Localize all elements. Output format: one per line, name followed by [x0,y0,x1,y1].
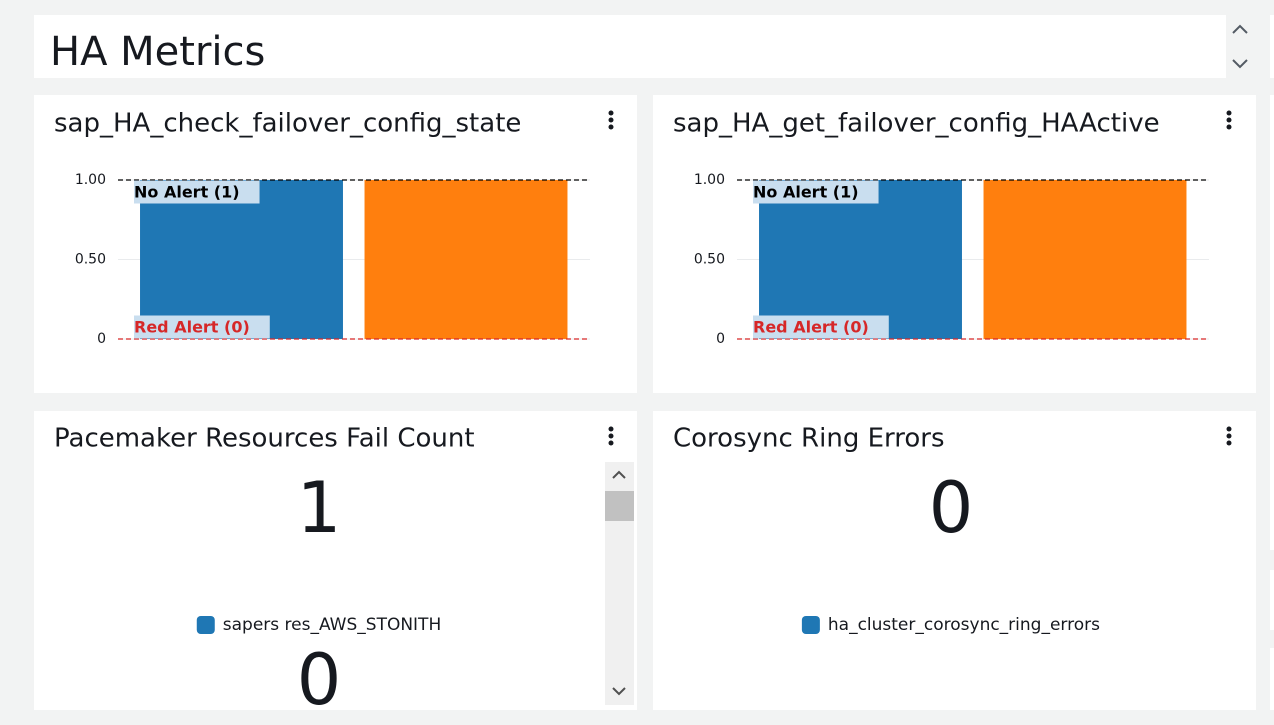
bar [759,180,962,339]
y-tick-label: 1.00 [694,172,725,188]
scroll-thumb[interactable] [605,491,634,521]
threshold-label: No Alert (1) [753,183,859,202]
metric-value: 0 [929,467,974,549]
panel-title: Corosync Ring Errors [673,424,945,454]
menu-button[interactable] [1226,110,1232,130]
menu-button[interactable] [1226,426,1232,446]
panel [34,411,637,710]
panel-title: sap_HA_get_failover_config_HAActive [673,109,1160,139]
y-tick-label: 0 [716,331,725,347]
threshold-label-box [753,180,879,204]
edge-panel [1270,570,1274,630]
bar [364,180,568,339]
y-tick-label: 0 [97,331,106,347]
scroll-arrows[interactable] [612,470,626,696]
panel-title: Pacemaker Resources Fail Count [54,424,475,454]
legend-item: ha_cluster_corosync_ring_errors [801,615,1100,635]
header-panel [34,15,1226,78]
y-tick-label: 0.50 [75,252,106,268]
metric-list: 0 ha_cluster_corosync_ring_errors [801,467,1100,635]
threshold-label: Red Alert (0) [134,318,250,337]
threshold-label-box [134,315,270,339]
y-tick-label: 0.50 [694,252,725,268]
menu-button[interactable] [608,110,614,130]
threshold-label: Red Alert (0) [753,318,869,337]
threshold-label-box [134,180,260,204]
edge-panel [1270,95,1274,550]
edge-panel [1270,648,1274,710]
scroll-arrows[interactable] [1232,24,1248,69]
dashboard-title: HA Metrics [50,29,265,75]
legend-swatch [196,616,215,634]
panel-title: sap_HA_check_failover_config_state [54,109,521,139]
edge-panel [1270,15,1274,78]
bar [983,180,1187,339]
legend-swatch [801,616,820,634]
metric-value: 1 [297,467,342,549]
threshold-label-box [753,315,889,339]
metric-list: 1 sapers res_AWS_STONITH 0 [196,467,441,721]
metric-value: 0 [297,639,342,721]
bar [140,180,343,339]
y-tick-label: 1.00 [75,172,106,188]
legend-label: sapers res_AWS_STONITH [223,615,441,635]
legend-item: sapers res_AWS_STONITH [196,615,441,635]
legend-label: ha_cluster_corosync_ring_errors [828,615,1100,635]
panel [653,411,1256,710]
threshold-label: No Alert (1) [134,183,240,202]
menu-button[interactable] [608,426,614,446]
